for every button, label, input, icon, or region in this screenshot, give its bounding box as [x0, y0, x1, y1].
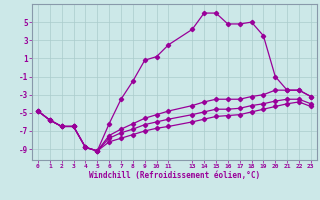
X-axis label: Windchill (Refroidissement éolien,°C): Windchill (Refroidissement éolien,°C) [89, 171, 260, 180]
